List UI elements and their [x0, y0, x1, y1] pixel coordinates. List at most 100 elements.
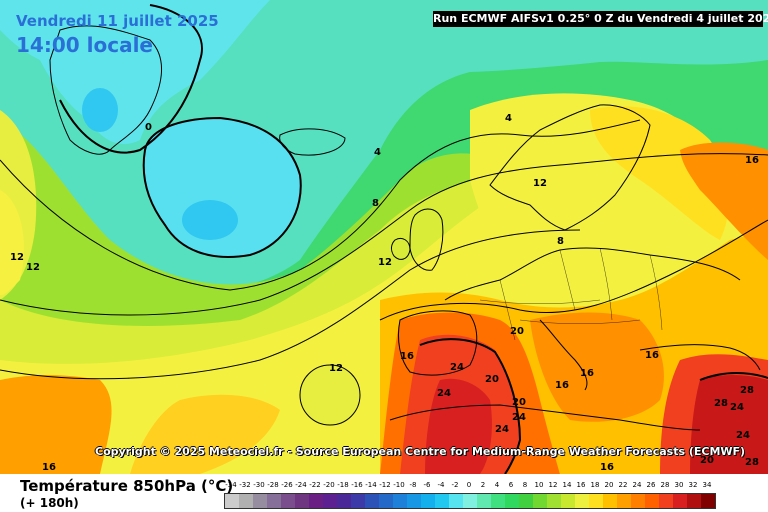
contour-label: 12 — [26, 262, 40, 273]
scale-tick-label: -26 — [281, 481, 293, 489]
scale-swatch — [365, 494, 379, 508]
scale-swatch — [575, 494, 589, 508]
contour-label: 16 — [745, 155, 759, 166]
contour-label: 24 — [730, 402, 744, 413]
scale-swatch — [659, 494, 673, 508]
contour-label: 16 — [400, 351, 414, 362]
forecast-date: Vendredi 11 juillet 2025 — [16, 12, 219, 30]
scale-tick-label: -6 — [423, 481, 431, 489]
scale-swatch — [645, 494, 659, 508]
scale-swatch — [631, 494, 645, 508]
contour-label: 4 — [505, 113, 512, 124]
contour-label: 28 — [745, 457, 759, 468]
contour-label: 20 — [512, 397, 526, 408]
contour-label: 16 — [600, 462, 614, 473]
contour-label: 4 — [374, 147, 381, 158]
scale-tick-label: 18 — [590, 481, 600, 489]
scale-tick-label: 26 — [646, 481, 656, 489]
scale-tick-label: -2 — [451, 481, 459, 489]
scale-tick-label: -10 — [393, 481, 405, 489]
scale-tick-label: 6 — [508, 481, 514, 489]
scale-swatch — [701, 494, 715, 508]
scale-tick-label: -12 — [379, 481, 391, 489]
contour-label: 16 — [645, 350, 659, 361]
scale-swatch — [239, 494, 253, 508]
scale-tick-label: -34 — [225, 481, 237, 489]
contour-label: 12 — [10, 252, 24, 263]
scale-swatch — [673, 494, 687, 508]
scale-swatch — [267, 494, 281, 508]
scale-tick-label: -4 — [437, 481, 445, 489]
scale-tick-label: 14 — [562, 481, 572, 489]
scale-swatch — [281, 494, 295, 508]
scale-swatch — [379, 494, 393, 508]
forecast-time: 14:00 locale — [16, 33, 153, 57]
scale-tick-label: 8 — [522, 481, 528, 489]
scale-tick-label: 2 — [480, 481, 486, 489]
scale-tick-label: 0 — [466, 481, 472, 489]
legend-footer: Température 850hPa (°C) (+ 180h) -34 -32 -… — [0, 474, 768, 512]
scale-tick-label: 16 — [576, 481, 586, 489]
scale-swatch — [463, 494, 477, 508]
scale-tick-label: -28 — [267, 481, 279, 489]
contour-label: 24 — [495, 424, 509, 435]
scale-tick-label: 30 — [674, 481, 684, 489]
scale-swatch — [407, 494, 421, 508]
contour-label: 28 — [740, 385, 754, 396]
contour-label: 24 — [736, 430, 750, 441]
scale-swatch — [323, 494, 337, 508]
scale-swatch — [435, 494, 449, 508]
scale-tick-label: -8 — [409, 481, 417, 489]
scale-tick-label: 24 — [632, 481, 642, 489]
color-scale — [224, 493, 716, 509]
scale-swatch — [589, 494, 603, 508]
contour-label: 24 — [437, 388, 451, 399]
scale-tick-label: 28 — [660, 481, 670, 489]
contour-label: 16 — [42, 462, 56, 473]
copyright-notice: Copyright © 2025 Meteociel.fr - Source E… — [95, 445, 746, 458]
scale-tick-label: -22 — [309, 481, 321, 489]
scale-swatch — [337, 494, 351, 508]
scale-swatch — [547, 494, 561, 508]
contour-label: 12 — [378, 257, 392, 268]
contour-label: 8 — [372, 198, 379, 209]
contour-label: 0 — [145, 122, 152, 133]
contour-label: 24 — [512, 412, 526, 423]
scale-swatch — [533, 494, 547, 508]
contour-label: 20 — [510, 326, 524, 337]
scale-tick-label: 32 — [688, 481, 698, 489]
scale-tick-label: 22 — [618, 481, 628, 489]
contour-label: 12 — [329, 363, 343, 374]
scale-swatch — [617, 494, 631, 508]
contour-label: 20 — [700, 455, 714, 466]
scale-tick-label: -16 — [351, 481, 363, 489]
temperature-map — [0, 0, 768, 474]
scale-swatch — [449, 494, 463, 508]
contour-label: 8 — [557, 236, 564, 247]
scale-swatch — [253, 494, 267, 508]
scale-tick-label: -32 — [239, 481, 251, 489]
scale-tick-label: 34 — [702, 481, 712, 489]
scale-swatch — [561, 494, 575, 508]
scale-tick-label: 10 — [534, 481, 544, 489]
contour-label: 12 — [533, 178, 547, 189]
scale-swatch — [225, 494, 239, 508]
contour-label: 28 — [714, 398, 728, 409]
run-info: Run ECMWF AIFSv1 0.25° 0 Z du Vendredi 4… — [433, 11, 768, 27]
lead-time: (+ 180h) — [20, 496, 79, 510]
scale-swatch — [519, 494, 533, 508]
scale-swatch — [477, 494, 491, 508]
scale-swatch — [603, 494, 617, 508]
scale-swatch — [505, 494, 519, 508]
contour-label: 16 — [580, 368, 594, 379]
scale-tick-label: -14 — [365, 481, 377, 489]
scale-swatch — [687, 494, 701, 508]
scale-swatch — [393, 494, 407, 508]
scale-tick-label: -18 — [337, 481, 349, 489]
variable-title: Température 850hPa (°C) — [20, 477, 234, 495]
scale-swatch — [295, 494, 309, 508]
scale-swatch — [309, 494, 323, 508]
contour-label: 16 — [555, 380, 569, 391]
contour-label: 20 — [485, 374, 499, 385]
scale-tick-label: -20 — [323, 481, 335, 489]
